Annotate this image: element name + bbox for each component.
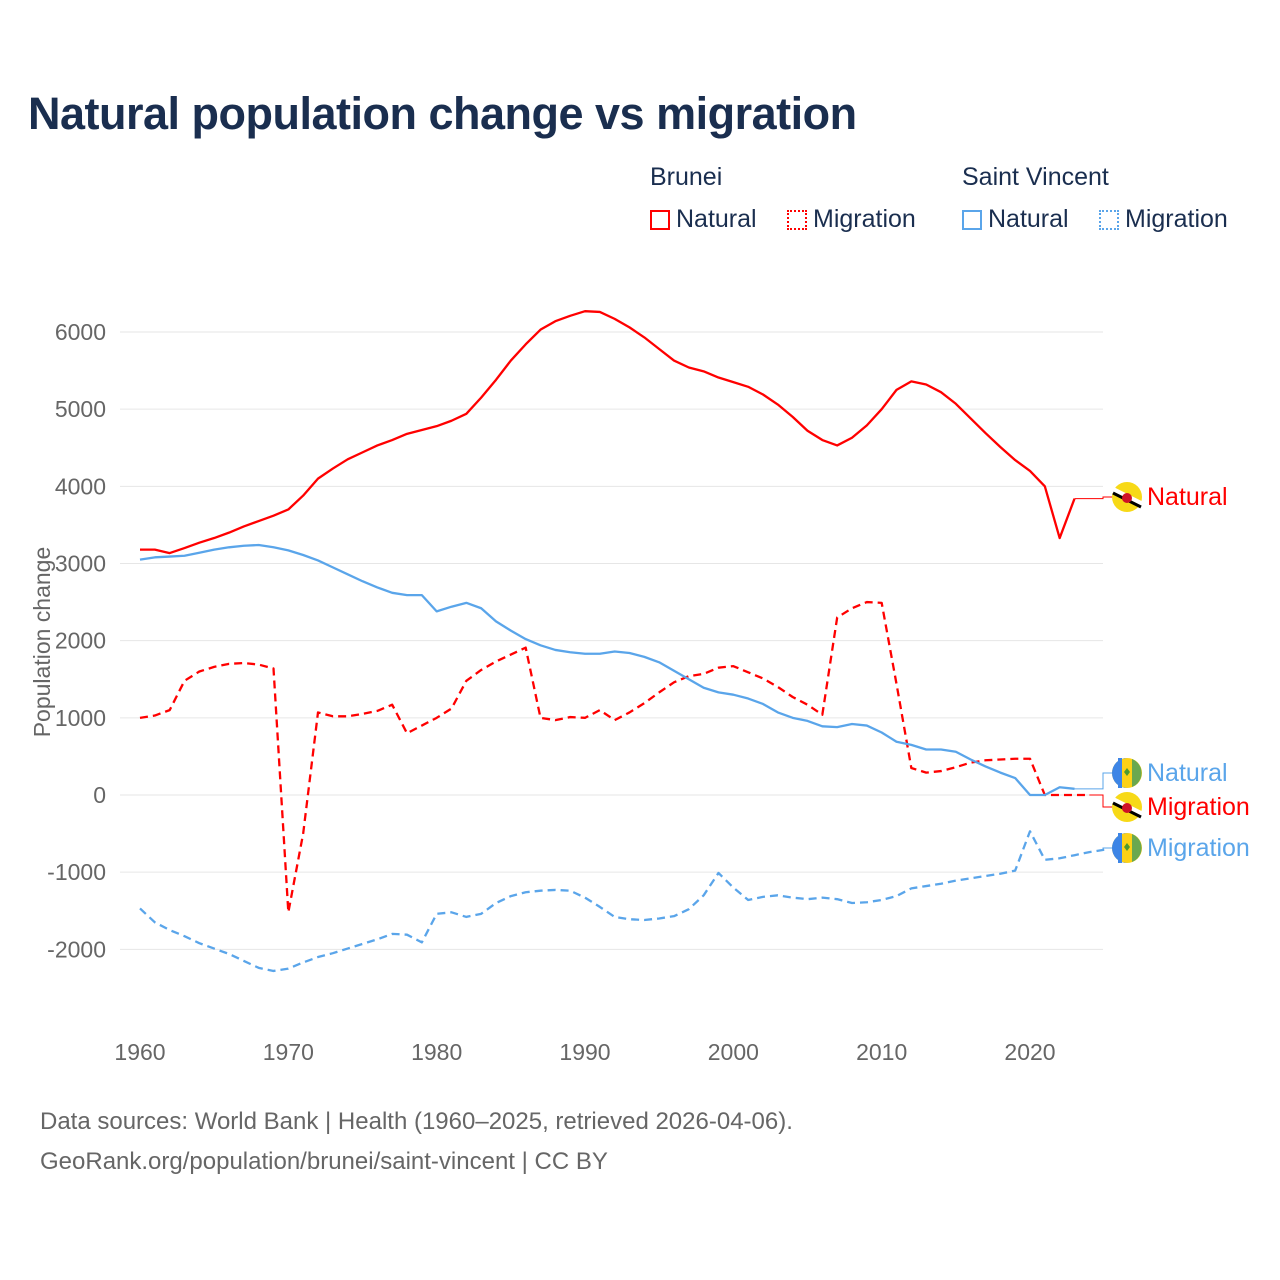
legend-label: Migration xyxy=(813,205,916,233)
legend-swatch xyxy=(1099,209,1119,230)
legend-brunei-migration[interactable]: Migration xyxy=(787,205,916,234)
label-connector xyxy=(1102,847,1113,851)
legend-brunei-natural[interactable]: Natural xyxy=(650,205,757,234)
legend-label: Natural xyxy=(676,205,757,233)
legend-label: Natural xyxy=(988,205,1069,233)
chart-title: Natural population change vs migration xyxy=(28,88,857,139)
series-end-label: Natural xyxy=(1147,759,1228,787)
legend-label: Migration xyxy=(1125,205,1228,233)
flag-bg xyxy=(1112,482,1142,512)
label-connector xyxy=(1089,794,1113,808)
legend-swatch xyxy=(787,209,807,230)
label-connector xyxy=(1074,496,1113,500)
flag-emblem xyxy=(1122,803,1132,813)
y-tick-label: 0 xyxy=(93,782,106,808)
flag-stripe xyxy=(1111,487,1143,507)
brunei-flag-icon xyxy=(1111,792,1143,822)
flag-stripe xyxy=(1111,797,1143,817)
y-tick-label: -1000 xyxy=(47,859,106,885)
y-tick-label: 4000 xyxy=(55,473,106,499)
x-tick-label: 1960 xyxy=(114,1039,165,1065)
flag-diamonds xyxy=(1124,843,1130,851)
flag-blue xyxy=(1112,758,1127,788)
legend-group-brunei: Brunei xyxy=(650,163,723,191)
y-axis-label: Population change xyxy=(29,547,55,738)
legend-saint-vincent-natural[interactable]: Natural xyxy=(962,205,1069,234)
series-end-label: Migration xyxy=(1147,793,1250,821)
x-tick-label: 1980 xyxy=(411,1039,462,1065)
legend-group-saint-vincent: Saint Vincent xyxy=(962,163,1109,191)
flag-green xyxy=(1132,759,1142,787)
flag-bg xyxy=(1112,833,1142,863)
series-line-saint-vincent-migration xyxy=(139,830,1105,973)
saint-vincent-flag-icon xyxy=(1112,758,1142,788)
series-line-brunei-natural xyxy=(140,310,1076,555)
flag-green xyxy=(1132,834,1142,862)
source-url: GeoRank.org/population/brunei/saint-vinc… xyxy=(40,1148,608,1175)
saint-vincent-flag-icon xyxy=(1112,833,1142,863)
x-tick-label: 2000 xyxy=(708,1039,759,1065)
y-tick-label: 3000 xyxy=(55,551,106,577)
flag-stripe xyxy=(1112,491,1142,509)
x-tick-label: 2020 xyxy=(1004,1039,1055,1065)
flag-emblem xyxy=(1122,493,1132,503)
x-tick-label: 1970 xyxy=(263,1039,314,1065)
series-end-label: Migration xyxy=(1147,834,1250,862)
y-tick-label: 1000 xyxy=(55,705,106,731)
legend-swatch xyxy=(650,209,670,230)
x-tick-label: 1990 xyxy=(559,1039,610,1065)
flag-bg xyxy=(1112,758,1142,788)
source-text: Data sources: World Bank | Health (1960–… xyxy=(40,1108,793,1135)
flag-blue xyxy=(1118,758,1122,788)
series-line-saint-vincent-natural xyxy=(139,543,1075,797)
series-line-brunei-migration xyxy=(139,600,1090,914)
y-tick-label: -2000 xyxy=(47,936,106,962)
y-tick-label: 5000 xyxy=(55,396,106,422)
flag-stripe xyxy=(1112,801,1142,819)
flag-bg xyxy=(1112,792,1142,822)
brunei-flag-icon xyxy=(1111,482,1143,512)
y-tick-label: 2000 xyxy=(55,628,106,654)
flag-diamonds xyxy=(1124,768,1130,776)
series-end-label: Natural xyxy=(1147,483,1228,511)
legend-saint-vincent-migration[interactable]: Migration xyxy=(1099,205,1228,234)
y-tick-label: 6000 xyxy=(55,319,106,345)
flag-blue xyxy=(1118,833,1122,863)
flag-blue xyxy=(1112,833,1127,863)
x-tick-label: 2010 xyxy=(856,1039,907,1065)
legend-swatch xyxy=(962,209,982,230)
label-connector xyxy=(1074,772,1113,790)
